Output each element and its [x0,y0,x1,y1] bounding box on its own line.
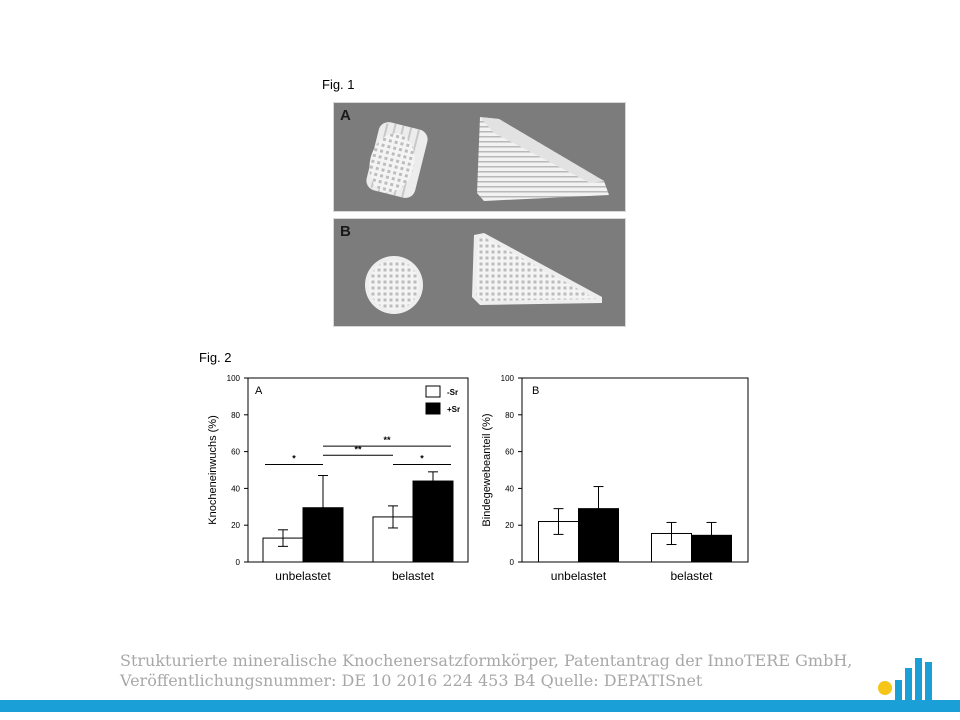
footer-citation-line1: Strukturierte mineralische Knochenersatz… [120,651,853,670]
y-tick-label-a-4: 80 [231,411,240,420]
x-category-label-a-1: belastet [392,569,435,583]
error-bar-b-1-0 [666,521,677,546]
significance-label-1: ** [354,444,362,454]
photo-panel-a-letter: A [340,107,351,124]
legend-swatch-1 [425,402,441,415]
significance-label-2: ** [383,435,391,445]
legend-label-0: -Sr [447,388,458,397]
error-bar-a-1-0 [388,505,398,529]
error-bar-a-0-0 [278,529,288,547]
y-tick-label-a-3: 60 [231,448,240,457]
x-category-label-b-0: unbelastet [551,569,607,583]
y-tick-label-b-2: 40 [505,484,514,493]
y-tick-label-b-0: 0 [510,558,515,567]
error-bar-a-0-1 [318,475,328,541]
error-bar-b-1-1 [706,521,717,549]
legend-swatch-0 [425,385,441,398]
y-axis-label-a: Knocheneinwuchs (%) [207,415,219,524]
fig1-label: Fig. 1 [322,77,355,92]
legend-label-1: +Sr [447,405,460,414]
scaffold-photo-b [365,233,602,314]
company-logo-icon [878,658,932,710]
bar-a-1-1 [412,480,454,563]
photo-panel-a: A [333,102,626,212]
y-tick-label-a-0: 0 [236,558,241,567]
y-tick-label-b-3: 60 [505,448,514,457]
x-category-label-a-0: unbelastet [275,569,331,583]
error-bar-b-0-0 [553,508,564,535]
significance-label-0: * [292,453,296,463]
photo-panel-b: B [333,218,626,327]
y-tick-label-a-2: 40 [231,484,240,493]
significance-label-3: * [420,453,424,463]
chart-a: A Knocheneinwuchs (%) 0 20 40 60 80 100 unbel… [207,374,469,583]
error-bar-a-1-1 [428,471,438,491]
scaffold-photo-a [366,117,609,201]
footer-accent-bar [0,700,960,712]
panel-letter-a: A [255,385,263,397]
y-tick-label-a-5: 100 [227,374,241,383]
y-tick-label-b-5: 100 [501,374,515,383]
footer-citation-line2: Veröffentlichungsnummer: DE 10 2016 224 … [120,671,703,690]
fig2-label: Fig. 2 [199,350,232,365]
footer-bottom-strip [0,712,960,720]
photo-panel-b-letter: B [340,223,351,240]
chart-b: B Bindegewebeanteil (%) 0 20 40 60 80 100 unb… [481,374,749,583]
y-axis-label-b: Bindegewebeanteil (%) [481,413,493,526]
y-tick-label-b-4: 80 [505,411,514,420]
panel-letter-b: B [532,385,539,397]
y-tick-label-b-1: 20 [505,521,514,530]
x-category-label-b-1: belastet [670,569,713,583]
error-bar-b-0-1 [593,486,604,532]
y-tick-label-a-1: 20 [231,521,240,530]
